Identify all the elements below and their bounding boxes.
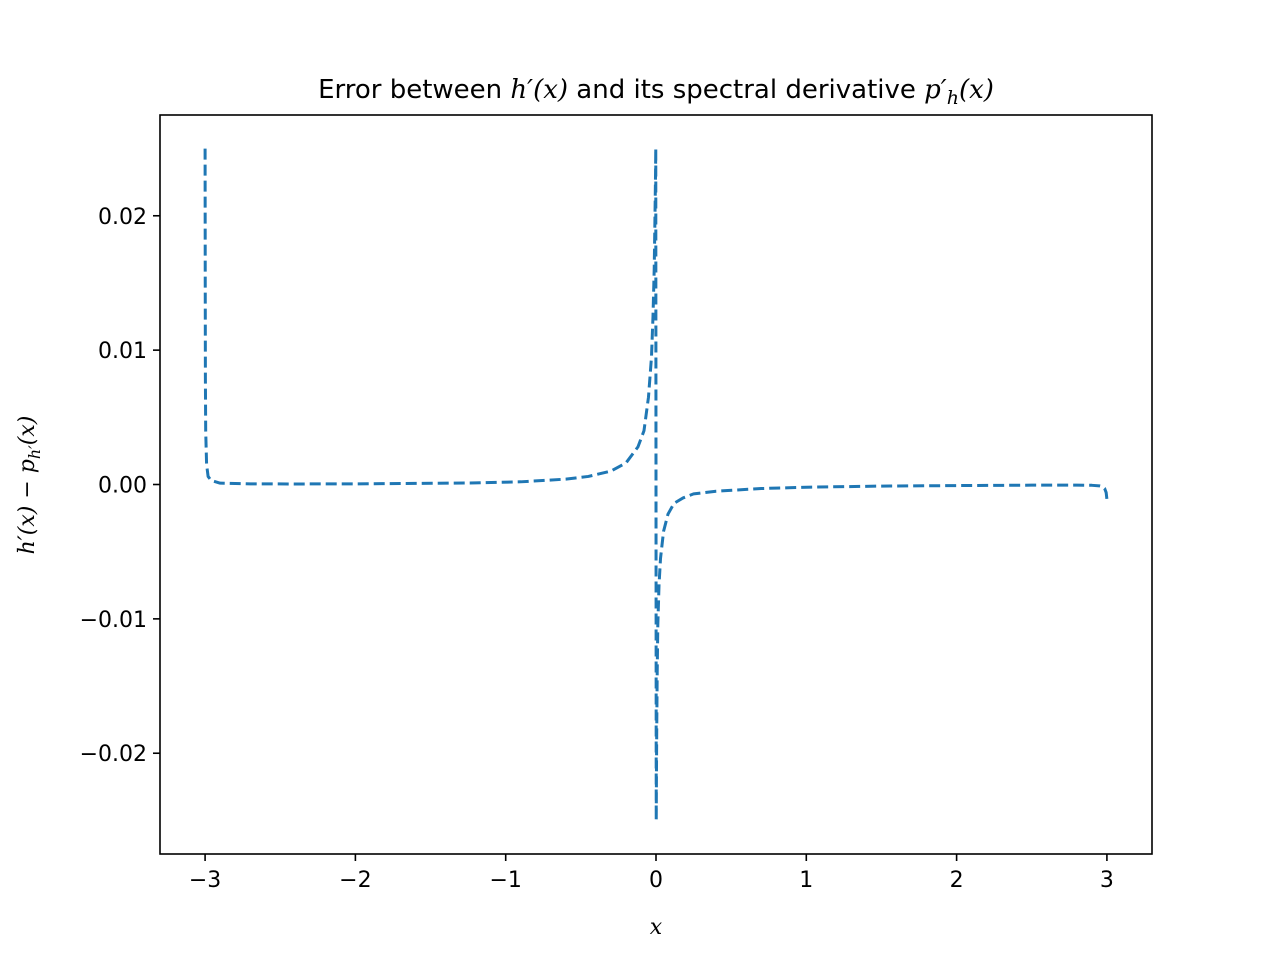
y-tick-label: 0.00 bbox=[98, 474, 147, 499]
y-tick-label: −0.01 bbox=[80, 608, 147, 633]
y-axis-label: h′(x) − ph′(x) bbox=[15, 416, 44, 555]
y-tick-label: −0.02 bbox=[80, 742, 147, 767]
x-axis-label: x bbox=[650, 915, 663, 940]
x-tick-label: 0 bbox=[649, 868, 663, 893]
chart-title: Error between h′(x) and its spectral der… bbox=[318, 75, 994, 109]
x-tick-label: 2 bbox=[950, 868, 964, 893]
x-axis-ticks: −3 −2 −1 0 1 2 3 bbox=[189, 854, 1114, 893]
x-tick-label: −1 bbox=[489, 868, 521, 893]
y-tick-label: 0.01 bbox=[98, 339, 147, 364]
y-tick-label: 0.02 bbox=[98, 205, 147, 230]
x-tick-label: −2 bbox=[339, 868, 371, 893]
series-line-0 bbox=[203, 147, 1109, 822]
x-tick-label: −3 bbox=[189, 868, 221, 893]
x-tick-label: 1 bbox=[799, 868, 813, 893]
y-axis-ticks: −0.02 −0.01 0.00 0.01 0.02 bbox=[80, 205, 160, 767]
x-tick-label: 3 bbox=[1100, 868, 1114, 893]
series-layer bbox=[203, 147, 1109, 822]
